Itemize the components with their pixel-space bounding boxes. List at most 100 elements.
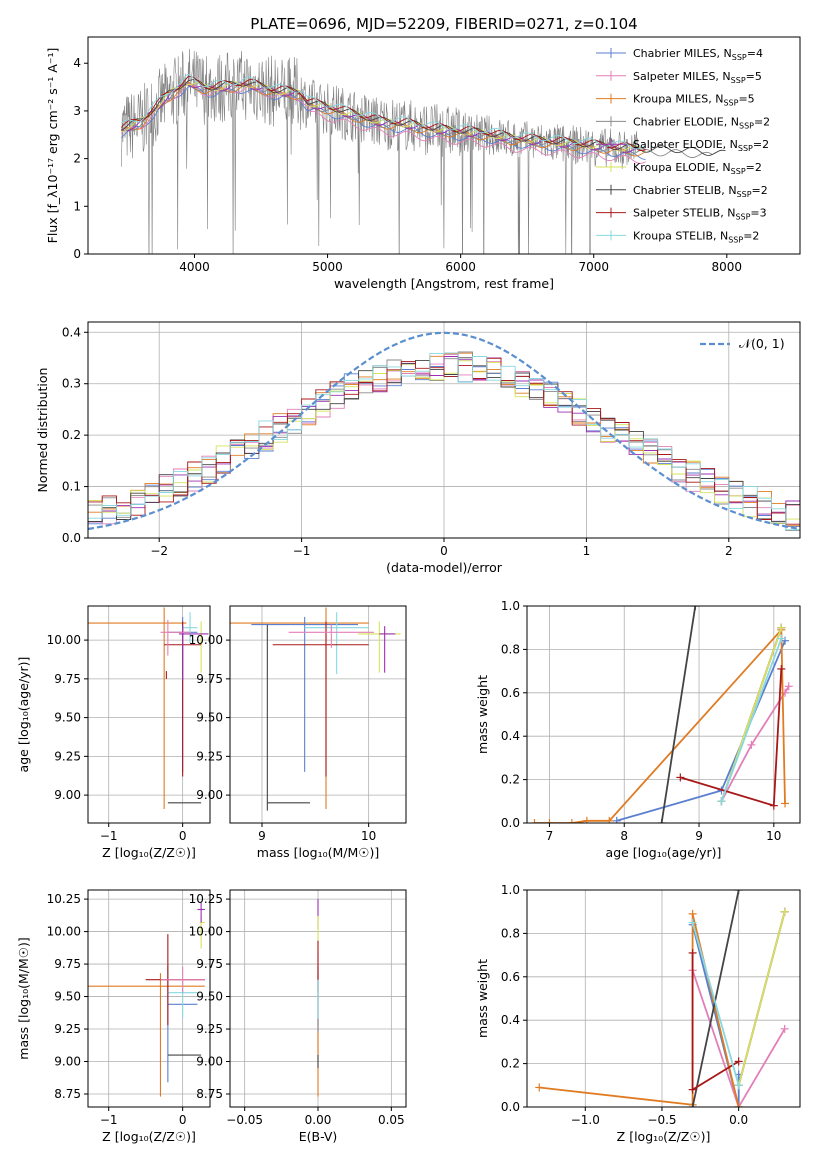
- y-tick-label: 8.75: [54, 1087, 81, 1101]
- y-tick-label: 2: [73, 152, 81, 166]
- x-tick-label: 2: [725, 544, 733, 558]
- y-tick-label: 8.75: [196, 1087, 223, 1101]
- y-tick-label: 0: [73, 247, 81, 261]
- normal-curve: [88, 331, 800, 531]
- mass-weight-vs-Z-axes: −1.0 −0.5 0.0 0.0 0.2 0.4 0.6 0.8 1.0 Z [log₁₀(Z/…: [475, 883, 801, 1144]
- y-tick-label: 4: [73, 56, 81, 70]
- y-tick-label: 9.25: [54, 1022, 81, 1036]
- x-tick-label: −1: [100, 1113, 118, 1127]
- legend-entry: Chabrier STELIB, NSSP=2: [633, 184, 768, 199]
- mass-weight-line: [691, 970, 786, 1107]
- legend-sub: SSP: [732, 53, 747, 62]
- y-tick-label: 9.00: [196, 1055, 223, 1069]
- y-tick-label: 0.0: [62, 531, 81, 545]
- axes-frame: [229, 889, 407, 1108]
- y-tick-label: 0.4: [501, 1013, 520, 1027]
- legend-nssp: =5: [746, 70, 762, 83]
- y-tick-label: 10.00: [189, 633, 223, 647]
- x-axis-label: age [log₁₀(age/yr)]: [606, 845, 722, 860]
- y-tick-label: 0.2: [501, 773, 520, 787]
- legend-n: N: [724, 47, 732, 60]
- y-tick-label: 0.8: [501, 926, 520, 940]
- mass-weight-line: [720, 638, 783, 802]
- y-axis-label: mass [log₁₀(M/M☉)]: [16, 937, 31, 1059]
- x-tick-label: −2: [150, 544, 168, 558]
- y-tick-label: 10.00: [47, 925, 81, 939]
- y-tick-label: 9.25: [196, 1022, 223, 1036]
- legend-sub: SSP: [738, 144, 753, 153]
- y-tick-label: 0.4: [62, 325, 81, 339]
- legend-nssp: =5: [738, 93, 754, 106]
- legend-name: Chabrier MILES,: [633, 47, 724, 60]
- legend-entry: Kroupa MILES, NSSP=5: [633, 93, 755, 108]
- legend-sub: SSP: [731, 76, 746, 85]
- legend-nssp: =3: [750, 207, 766, 220]
- axes-frame: [526, 889, 801, 1108]
- y-tick-label: 0.0: [501, 1100, 520, 1114]
- residual-histogram: [88, 352, 800, 531]
- y-tick-label: 10.00: [189, 925, 223, 939]
- x-axis-label: (data-model)/error: [386, 560, 503, 575]
- legend-entry: Salpeter STELIB, NSSP=3: [633, 207, 767, 222]
- residuals-plot: [88, 331, 800, 531]
- y-tick-label: 9.50: [196, 990, 223, 1004]
- legend-sub: SSP: [723, 99, 738, 108]
- spectrum-axes: 4000 5000 6000 7000 8000 0 1 2 3 4 wavelength [Ang…: [45, 36, 801, 291]
- x-tick-label: −1.0: [571, 1113, 600, 1127]
- x-tick-label: 5000: [312, 260, 343, 274]
- mass-weight-line: [691, 922, 740, 1086]
- y-axis-label: Normed distribution: [35, 368, 50, 493]
- residual-histogram: [88, 357, 800, 525]
- y-axis-label: Flux [f_λ10⁻¹⁷ erg cm⁻² s⁻¹ A⁻¹]: [45, 48, 60, 244]
- age-vs-Z-plot: [88, 607, 209, 810]
- x-tick-label: 7000: [578, 260, 609, 274]
- legend-nssp: =2: [753, 138, 769, 151]
- y-tick-label: 9.75: [196, 672, 223, 686]
- mass-vs-ebv-axes: −0.05 0.00 0.05 8.75 9.00 9.25 9.50 9.75 10.00 10…: [189, 889, 407, 1144]
- x-tick-label: 9: [258, 829, 266, 843]
- legend-sub: SSP: [735, 213, 750, 222]
- legend-sub: SSP: [739, 121, 754, 130]
- x-tick-label: 0.00: [305, 1113, 332, 1127]
- axes-frame: [87, 321, 801, 539]
- legend-entry: Salpeter MILES, NSSP=5: [633, 70, 762, 85]
- y-tick-label: 9.00: [54, 1055, 81, 1069]
- y-tick-label: 9.75: [54, 672, 81, 686]
- x-axis-label: mass [log₁₀(M/M☉)]: [257, 845, 379, 860]
- x-tick-label: 0.05: [378, 1113, 405, 1127]
- legend-name: Kroupa ELODIE,: [633, 161, 722, 174]
- age-vs-mass-plot: [230, 607, 401, 811]
- legend-entry: Kroupa STELIB, NSSP=2: [633, 229, 759, 244]
- mass-weight-line: [539, 913, 740, 1107]
- y-tick-label: 9.00: [54, 788, 81, 802]
- x-tick-label: 0.0: [729, 1113, 748, 1127]
- legend-name: Kroupa MILES,: [633, 93, 715, 106]
- y-axis-label: age [log₁₀(age/yr)]: [16, 657, 31, 773]
- spectrum-plot: [120, 48, 726, 254]
- y-tick-label: 0.6: [501, 970, 520, 984]
- y-tick-label: 9.00: [196, 788, 223, 802]
- x-tick-label: −0.5: [647, 1113, 676, 1127]
- y-tick-label: 1.0: [501, 599, 520, 613]
- residual-histogram: [88, 356, 800, 523]
- legend-name: Salpeter MILES,: [633, 70, 722, 83]
- x-tick-label: −1: [293, 544, 311, 558]
- legend-name: Salpeter ELODIE,: [633, 138, 730, 151]
- legend-sub: SSP: [728, 235, 743, 244]
- x-axis-label: E(B-V): [299, 1129, 338, 1144]
- legend-sub: SSP: [731, 167, 746, 176]
- legend-n: N: [728, 184, 736, 197]
- y-tick-label: 9.75: [54, 957, 81, 971]
- y-tick-label: 0.1: [62, 480, 81, 494]
- y-tick-label: 10.25: [47, 892, 81, 906]
- x-tick-label: 10: [361, 829, 376, 843]
- y-tick-label: 10.00: [47, 633, 81, 647]
- mass-vs-Z-plot: [88, 902, 205, 1097]
- axes-frame: [526, 605, 801, 824]
- legend-n: N: [715, 93, 723, 106]
- y-tick-label: 9.50: [54, 990, 81, 1004]
- x-tick-label: 1: [583, 544, 591, 558]
- x-tick-label: 10: [766, 829, 781, 843]
- x-axis-label: Z [log₁₀(Z/Z☉)]: [102, 845, 196, 860]
